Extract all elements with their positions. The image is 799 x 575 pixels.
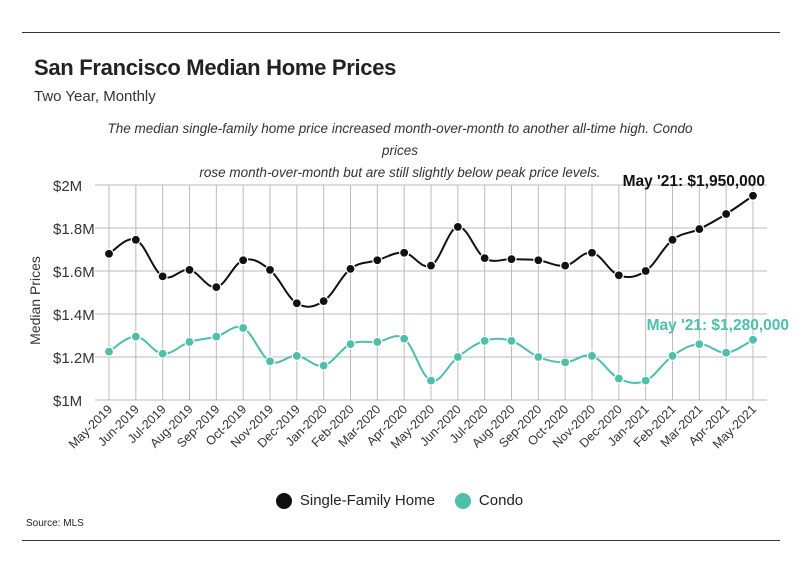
line-chart: $1M$1.2M$1.4M$1.6M$1.8M$2MMay-2019Jun-20… xyxy=(27,173,789,452)
data-point-sfh xyxy=(479,253,490,264)
y-tick-label: $2M xyxy=(53,178,82,195)
y-tick-label: $1.4M xyxy=(53,307,95,324)
data-point-sfh xyxy=(452,221,463,233)
data-point-sfh xyxy=(372,255,383,266)
data-point-sfh xyxy=(103,248,115,259)
data-point-sfh xyxy=(130,234,141,245)
data-point-condo xyxy=(721,347,732,358)
data-point-sfh xyxy=(425,260,437,271)
data-point-condo xyxy=(560,357,571,368)
y-tick-label: $1.6M xyxy=(53,264,95,281)
data-point-condo xyxy=(586,350,598,362)
data-point-condo xyxy=(238,322,249,334)
data-point-sfh xyxy=(560,260,571,271)
data-point-condo xyxy=(506,335,517,346)
data-point-sfh xyxy=(640,265,651,277)
data-point-condo xyxy=(667,350,678,362)
chart-description: The median single-family home price incr… xyxy=(100,118,700,184)
data-point-condo xyxy=(345,339,356,350)
data-point-condo xyxy=(318,360,329,371)
data-point-condo xyxy=(640,375,651,386)
data-point-sfh xyxy=(721,208,732,220)
data-point-condo xyxy=(533,351,544,363)
data-point-sfh xyxy=(613,270,624,281)
data-point-sfh xyxy=(747,190,759,201)
y-tick-label: $1M xyxy=(53,393,82,410)
chart-legend: Single-Family Home Condo xyxy=(0,492,799,509)
data-point-condo xyxy=(425,375,437,386)
data-point-sfh xyxy=(184,264,195,276)
data-point-condo xyxy=(130,331,141,342)
legend-item-condo: Condo xyxy=(454,492,524,509)
description-line-2: rose month-over-month but are still slig… xyxy=(199,165,601,180)
data-point-sfh xyxy=(157,271,168,282)
description-line-1: The median single-family home price incr… xyxy=(107,121,693,158)
y-axis-label: Median Prices xyxy=(27,256,43,345)
annotation-condo: May '21: $1,280,000 xyxy=(647,317,789,334)
data-point-sfh xyxy=(238,255,249,266)
legend-marker-condo xyxy=(454,492,471,509)
data-point-sfh xyxy=(694,223,705,235)
y-tick-label: $1.8M xyxy=(53,221,95,238)
data-point-sfh xyxy=(318,296,329,307)
data-point-sfh xyxy=(291,298,302,309)
data-point-condo xyxy=(694,339,705,350)
data-point-condo xyxy=(157,348,168,359)
data-point-sfh xyxy=(264,264,276,276)
data-point-condo xyxy=(103,346,115,357)
data-point-sfh xyxy=(533,255,544,266)
data-point-condo xyxy=(452,351,463,363)
data-point-sfh xyxy=(586,247,598,258)
data-point-condo xyxy=(613,373,624,384)
top-rule xyxy=(22,32,780,33)
data-point-sfh xyxy=(399,247,410,258)
annotation-sfh: May '21: $1,950,000 xyxy=(623,173,765,190)
data-point-condo xyxy=(479,335,490,346)
chart-title: San Francisco Median Home Prices xyxy=(34,55,397,80)
data-point-condo xyxy=(399,333,410,344)
data-point-condo xyxy=(264,356,276,367)
data-point-condo xyxy=(747,334,759,345)
data-point-condo xyxy=(211,331,222,342)
legend-label-sfh: Single-Family Home xyxy=(299,492,435,509)
data-point-condo xyxy=(184,336,195,348)
source-note: Source: MLS xyxy=(26,518,84,529)
chart-subtitle: Two Year, Monthly xyxy=(34,88,156,105)
data-point-sfh xyxy=(506,254,517,265)
legend-marker-sfh xyxy=(275,492,292,509)
legend-item-sfh: Single-Family Home xyxy=(275,492,435,509)
bottom-rule xyxy=(22,540,780,541)
data-point-condo xyxy=(372,336,383,348)
data-point-sfh xyxy=(667,234,678,245)
data-point-sfh xyxy=(211,282,222,293)
data-point-sfh xyxy=(345,263,356,274)
data-point-condo xyxy=(291,350,302,362)
legend-label-condo: Condo xyxy=(478,492,524,509)
y-tick-label: $1.2M xyxy=(53,350,95,367)
